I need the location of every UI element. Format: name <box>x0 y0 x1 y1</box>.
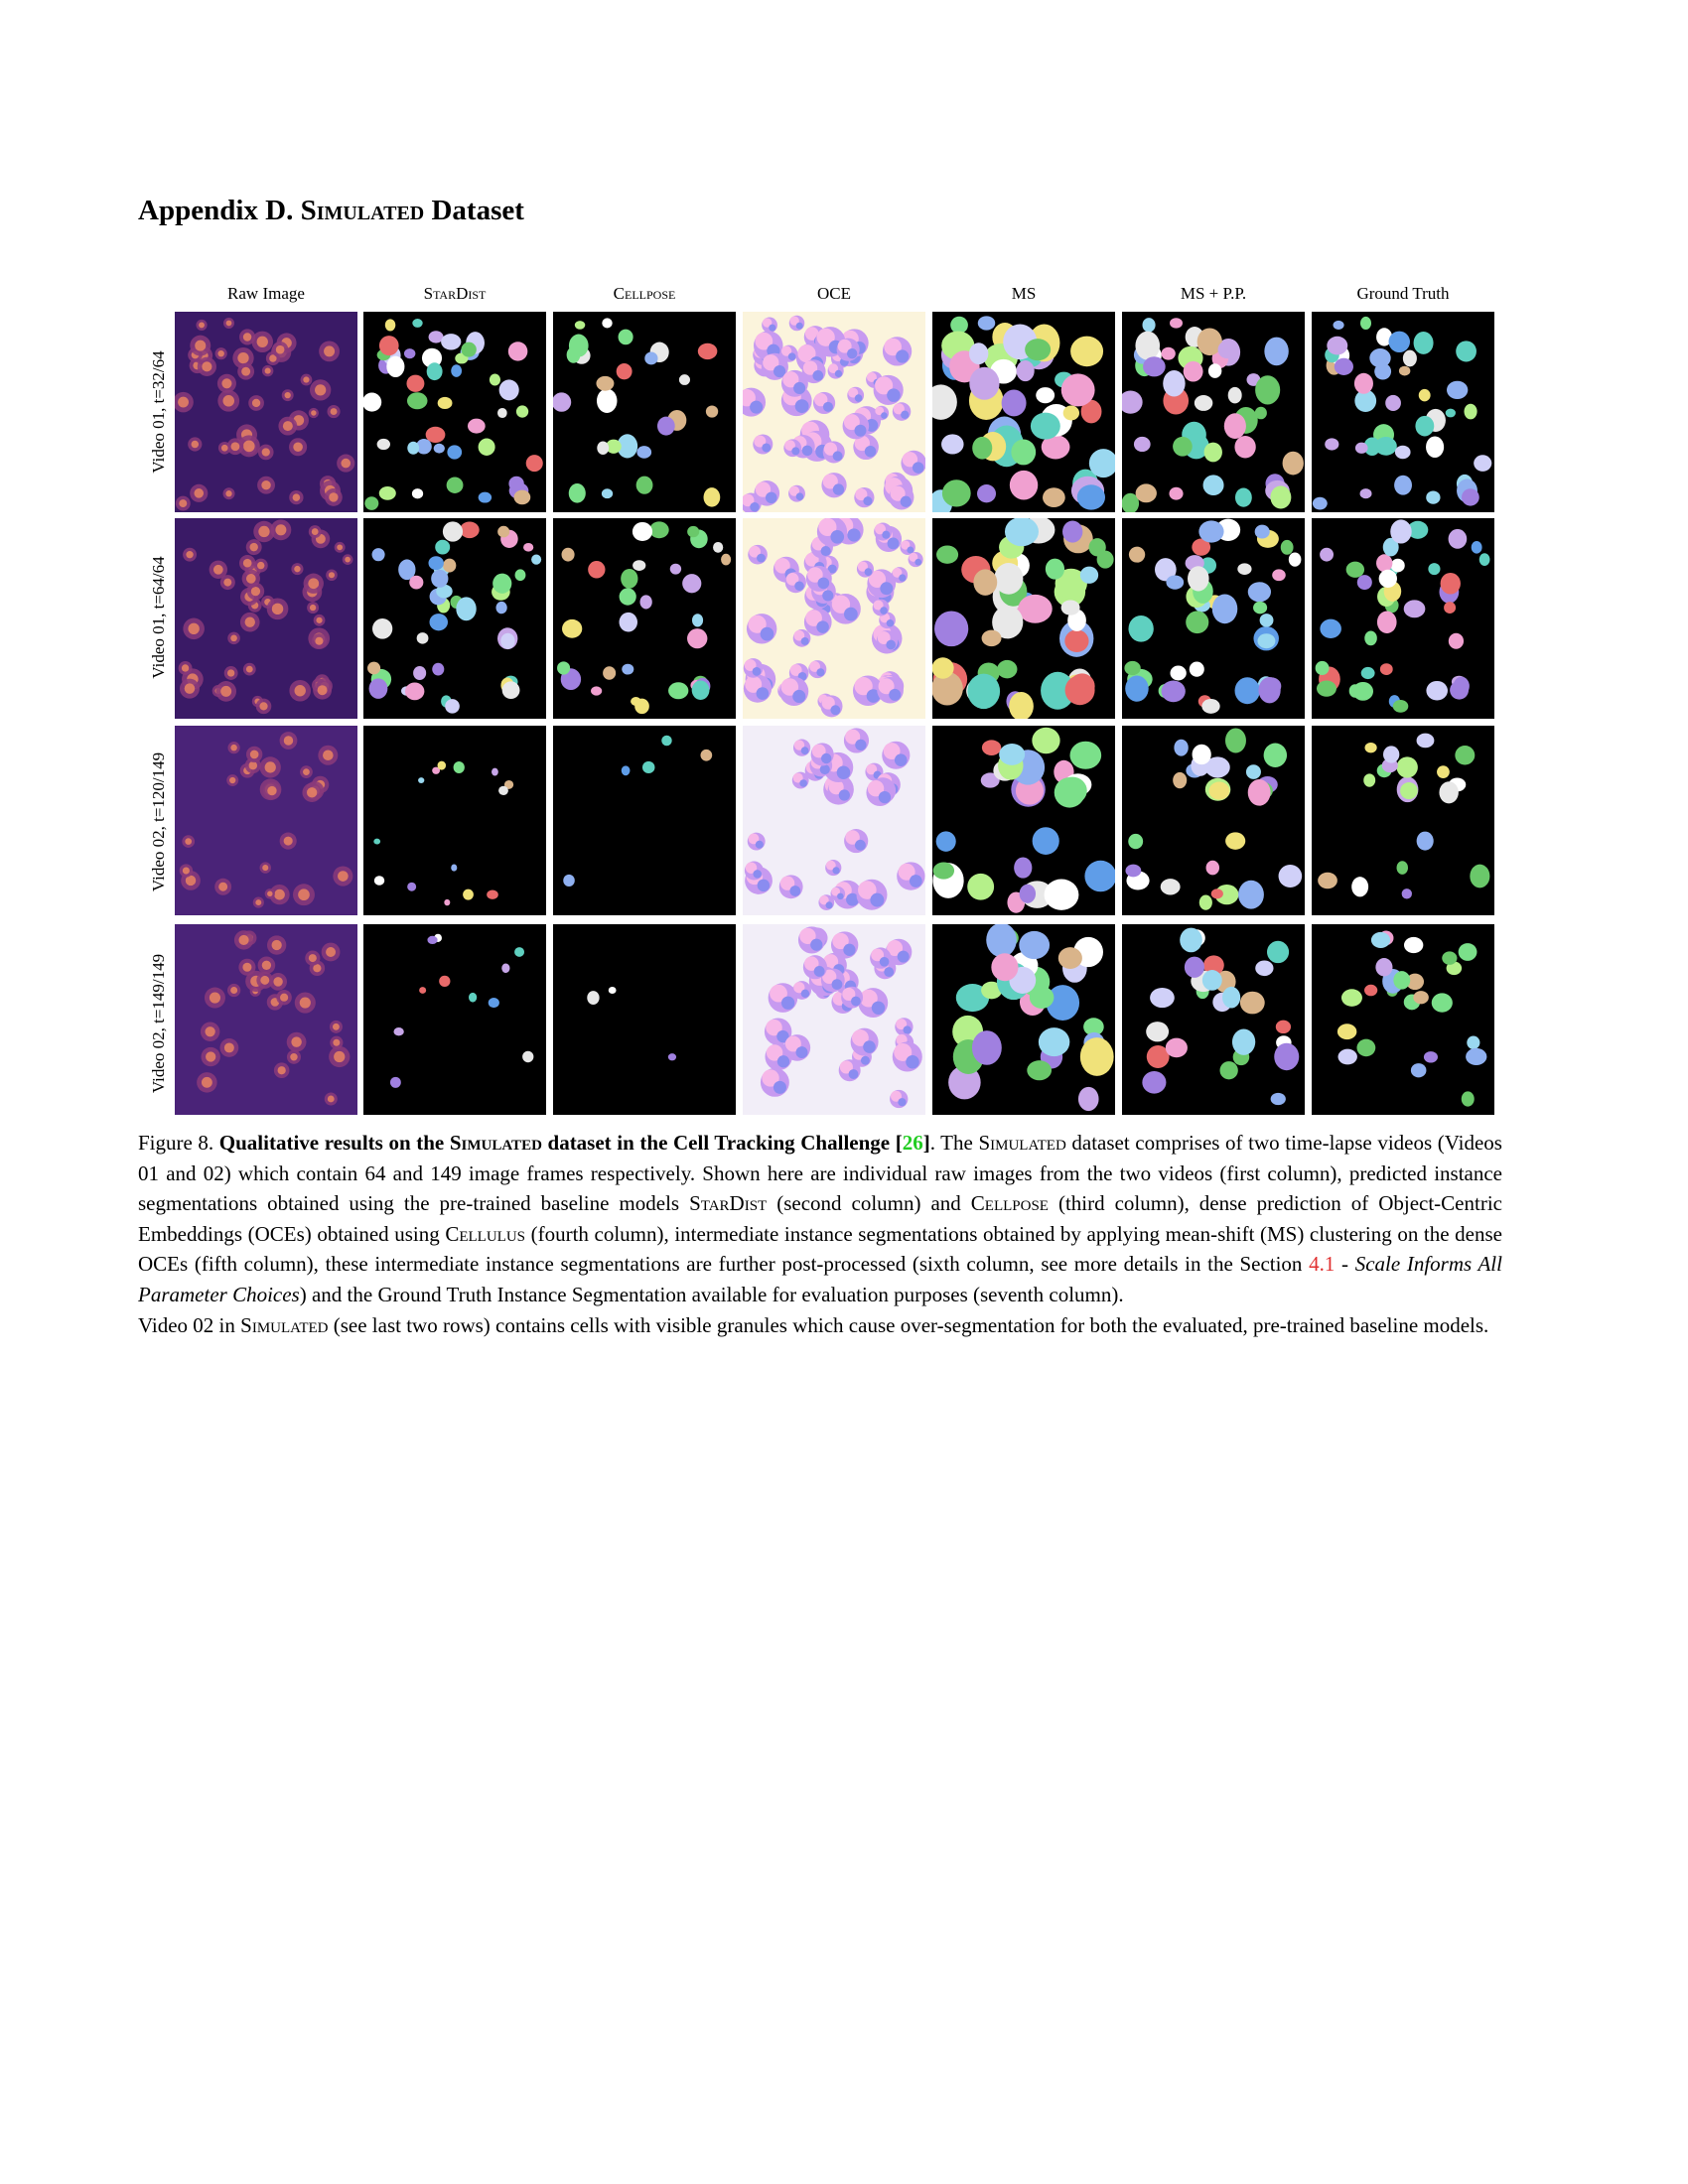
panel-oce-r3-c4 <box>743 726 925 915</box>
panel-mask-r1-c6 <box>1122 312 1305 512</box>
figure-8-grid: Raw Image StarDist Cellpose OCE MS MS + … <box>141 284 1501 1124</box>
row-label-video02-t149: Video 02, t=149/149 <box>149 953 168 1094</box>
panel-mask-r3-c2 <box>363 726 546 915</box>
caption-paragraph-1: Figure 8. Qualitative results on the Sim… <box>138 1131 1502 1306</box>
column-header-stardist: StarDist <box>423 284 487 303</box>
row-label-video01-t32: Video 01, t=32/64 <box>149 350 168 474</box>
column-header-cellpose: Cellpose <box>613 284 676 303</box>
column-header-raw-image: Raw Image <box>227 284 305 303</box>
panel-mask-r4-c6 <box>1122 924 1305 1115</box>
citation-link[interactable]: 26 <box>902 1131 923 1155</box>
panel-raw-r2-c1 <box>175 518 357 719</box>
panel-oce-r1-c4 <box>743 312 925 512</box>
panel-mask-r1-c7 <box>1312 312 1494 512</box>
panel-mask-r1-c2 <box>363 312 546 512</box>
column-header-ms-pp: MS + P.P. <box>1180 284 1247 303</box>
panel-mask-r2-c5 <box>932 518 1115 719</box>
panel-mask-r2-c2 <box>363 518 546 719</box>
appendix-heading: Appendix D. Simulated Dataset <box>138 195 524 226</box>
panel-mask-r2-c6 <box>1122 518 1305 719</box>
column-header-ms: MS <box>1011 284 1037 303</box>
caption-paragraph-2: Video 02 in Simulated (see last two rows… <box>138 1312 1489 1337</box>
panel-mask-r4-c7 <box>1312 924 1494 1115</box>
panel-mask-r1-c5 <box>932 312 1115 512</box>
panel-mask-r1-c3 <box>553 312 736 512</box>
panel-raw-r3-c1 <box>175 726 357 915</box>
panel-mask-r3-c5 <box>932 726 1115 915</box>
panel-oce-r4-c4 <box>743 924 925 1115</box>
section-link[interactable]: 4.1 <box>1309 1252 1336 1277</box>
column-header-ground-truth: Ground Truth <box>1356 284 1450 303</box>
panel-mask-r2-c7 <box>1312 518 1494 719</box>
panel-mask-r3-c6 <box>1122 726 1305 915</box>
panel-mask-r4-c2 <box>363 924 546 1115</box>
panel-raw-r4-c1 <box>175 924 357 1115</box>
panel-mask-r4-c3 <box>553 924 736 1115</box>
panel-mask-r3-c3 <box>553 726 736 915</box>
panel-mask-r4-c5 <box>932 924 1115 1115</box>
row-label-video01-t64: Video 01, t=64/64 <box>149 556 168 679</box>
figure-caption: Figure 8. Qualitative results on the Sim… <box>138 1128 1502 1340</box>
panel-mask-r3-c7 <box>1312 726 1494 915</box>
column-header-oce: OCE <box>817 284 851 303</box>
panel-raw-r1-c1 <box>175 312 357 512</box>
panel-oce-r2-c4 <box>743 518 925 719</box>
panel-mask-r2-c3 <box>553 518 736 719</box>
row-label-video02-t120: Video 02, t=120/149 <box>149 751 168 892</box>
